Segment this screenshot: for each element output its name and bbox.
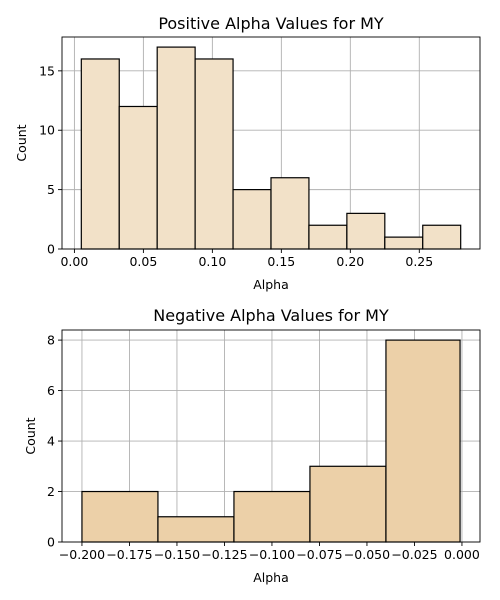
x-tick-label: −0.100 [249,547,295,562]
x-tick-label: −0.050 [344,547,390,562]
x-tick-label: 0.20 [336,254,364,269]
chart-title: Positive Alpha Values for MY [158,14,384,33]
x-tick-label: 0.05 [129,254,157,269]
histogram-bar [308,224,348,250]
x-tick-label: 0.15 [267,254,295,269]
histogram-bar [156,46,196,250]
x-axis-label: Alpha [253,277,289,292]
histogram-bar [157,516,235,543]
histogram-bar [384,236,424,250]
x-tick-label: −0.075 [296,547,342,562]
x-tick-label: 0.10 [198,254,226,269]
histogram-bar [81,490,159,543]
histogram-bar [118,105,158,250]
x-tick-label: −0.025 [391,547,437,562]
y-tick-label: 6 [47,383,55,398]
x-tick-label: −0.125 [201,547,247,562]
y-tick-label: 2 [47,484,55,499]
x-tick-label: −0.175 [106,547,152,562]
y-tick-label: 0 [47,242,55,257]
y-axis-label: Count [23,417,38,454]
histogram-bar [232,189,272,250]
histogram-bar [233,490,311,543]
negative-alpha-chart: Negative Alpha Values for MY −0.200 −0.17… [23,306,481,585]
plot-frame [61,36,481,250]
chart-title: Negative Alpha Values for MY [153,306,389,325]
x-tick-label: 0.00 [60,254,88,269]
plot-frame [61,329,481,543]
y-tick-label: 10 [39,123,55,138]
positive-alpha-chart: Positive Alpha Values for MY 0.00 0.05 0.1… [14,14,481,292]
histogram-bar [309,465,387,543]
histogram-bar [422,224,462,250]
x-tick-label: −0.150 [154,547,200,562]
histogram-bar [385,339,461,543]
y-axis-label: Count [14,124,29,161]
y-tick-label: 4 [47,434,55,449]
histogram-bar [194,58,234,250]
x-axis-label: Alpha [253,570,289,585]
histogram-bar [270,177,310,250]
x-tick-label: 0.000 [444,547,480,562]
y-tick-label: 8 [47,333,55,348]
histogram-bar [346,212,386,250]
y-tick-label: 15 [39,63,55,78]
x-tick-label: 0.25 [405,254,433,269]
x-tick-label: −0.200 [59,547,105,562]
y-tick-label: 5 [47,182,55,197]
histogram-bar [80,58,120,250]
y-tick-label: 0 [47,535,55,550]
